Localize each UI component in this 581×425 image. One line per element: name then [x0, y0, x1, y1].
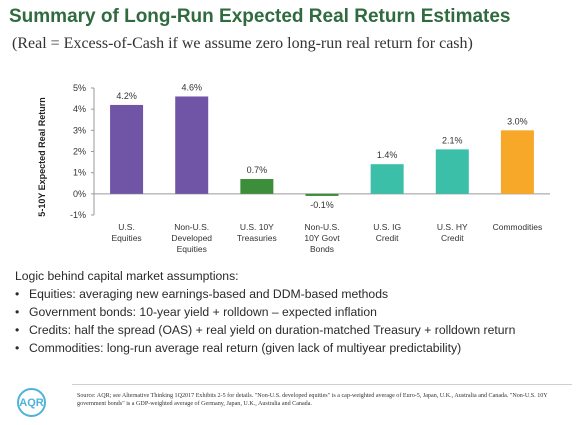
- page-title: Summary of Long-Run Expected Real Return…: [9, 6, 511, 27]
- bar: [175, 96, 209, 194]
- y-tick-label: 4%: [73, 104, 86, 114]
- x-category-label: Non-U.S.: [174, 222, 209, 232]
- bar-data-label: 3.0%: [507, 116, 528, 126]
- bar-data-label: -0.1%: [310, 200, 334, 210]
- logic-item-commodities: Commodities: long-run average real retur…: [15, 341, 575, 355]
- y-tick-label: 0%: [73, 189, 86, 199]
- bar: [500, 130, 534, 194]
- x-category-label: U.S.: [118, 222, 135, 232]
- x-category-label: U.S. IG: [373, 222, 401, 232]
- y-axis: 5% 4% 3% 2% 1% 0% -1%: [70, 83, 550, 220]
- x-axis-categories: U.S.EquitiesNon-U.S.DevelopedEquitiesU.S…: [111, 222, 542, 254]
- bars: [110, 96, 534, 196]
- y-tick-label: 1%: [73, 168, 86, 178]
- x-category-label: Equities: [111, 233, 141, 243]
- y-tick-label: -1%: [70, 210, 86, 220]
- bar-data-label: 1.4%: [377, 150, 398, 160]
- bar: [110, 104, 144, 194]
- page-subtitle: (Real = Excess-of-Cash if we assume zero…: [12, 35, 473, 52]
- bar-data-label: 2.1%: [442, 135, 463, 145]
- logic-section: Logic behind capital market assumptions:…: [15, 269, 575, 359]
- x-category-label: Developed: [171, 233, 212, 243]
- x-category-label: Non-U.S.: [305, 222, 340, 232]
- bar-data-label: 4.2%: [116, 91, 137, 101]
- x-category-label: Bonds: [310, 244, 334, 254]
- x-category-label: Credit: [441, 233, 464, 243]
- bar: [370, 164, 404, 194]
- bar: [240, 179, 274, 194]
- logic-item-equities: Equities: averaging new earnings-based a…: [15, 287, 575, 301]
- x-category-label: Credit: [376, 233, 399, 243]
- logic-list: Equities: averaging new earnings-based a…: [15, 287, 575, 355]
- logic-item-credits: Credits: half the spread (OAS) + real yi…: [15, 323, 575, 337]
- y-tick-label: 2%: [73, 147, 86, 157]
- bar-data-label: 4.6%: [181, 82, 202, 92]
- bar: [305, 193, 339, 196]
- x-category-label: U.S. 10Y: [240, 222, 274, 232]
- x-category-label: Equities: [177, 244, 207, 254]
- bar-data-label: 0.7%: [247, 165, 268, 175]
- x-category-label: U.S. HY: [437, 222, 468, 232]
- y-axis-label: 5-10Y Expected Real Return: [37, 97, 47, 216]
- footer-divider: [72, 384, 572, 385]
- x-category-label: Commodities: [493, 222, 543, 232]
- x-category-label: Treasuries: [237, 233, 277, 243]
- logic-item-government-bonds: Government bonds: 10-year yield + rolldo…: [15, 305, 575, 319]
- aqr-logo: AQR: [17, 388, 46, 417]
- x-category-label: 10Y Govt: [304, 233, 340, 243]
- bar: [435, 149, 469, 194]
- y-tick-label: 5%: [73, 83, 86, 93]
- source-note: Source: AQR; see Alternative Thinking 1Q…: [77, 393, 548, 407]
- y-tick-label: 3%: [73, 125, 86, 135]
- data-labels: 4.2% 4.6% 0.7% -0.1% 1.4% 2.1% 3.0%: [116, 82, 527, 209]
- logic-heading: Logic behind capital market assumptions:: [15, 269, 239, 283]
- bar-chart: 5% 4% 3% 2% 1% 0% -1% 4.2% 4.6% 0.7% -0.1% 1.4% 2.1…: [37, 82, 550, 254]
